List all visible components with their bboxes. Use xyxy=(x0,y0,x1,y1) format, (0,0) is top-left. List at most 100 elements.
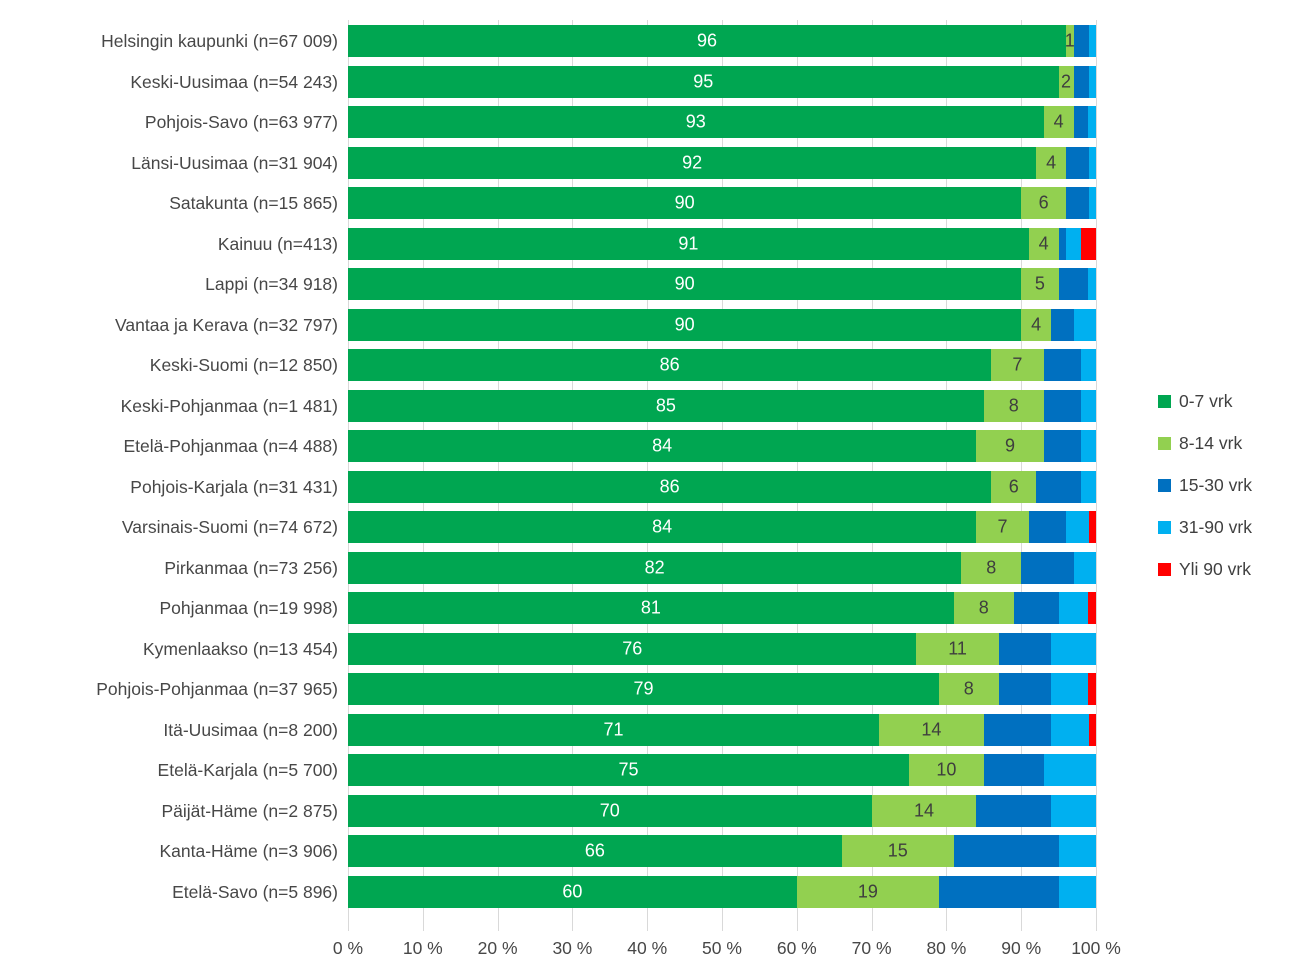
axis-tick-10 xyxy=(422,925,424,931)
bar-segment-31-90-vrk xyxy=(1081,389,1096,422)
bar-segment-8-14-vrk: 7 xyxy=(976,511,1029,543)
bar-segment-15-30-vrk xyxy=(1073,25,1089,57)
bar-row: Kymenlaakso (n=13 454) 76 11 xyxy=(143,632,1096,665)
bar-segment-8-14-vrk: 7 xyxy=(991,349,1044,381)
bar-segment-15-30-vrk xyxy=(983,754,1044,786)
x-axis-label-20: 20 % xyxy=(477,938,518,958)
bar-value-label: 90 xyxy=(674,192,695,213)
bar-segment-0-7-vrk: 82 xyxy=(348,551,962,584)
bar-row: Pohjanmaa (n=19 998) 81 8 xyxy=(159,592,1096,624)
bar-row: Helsingin kaupunki (n=67 009) 96 1 xyxy=(101,25,1096,57)
stacked-bar: 90 4 xyxy=(348,308,1096,341)
chart-legend: 0-7 vrk 8-14 vrk 15-30 vrk 31-90 vrk Yli 90 … xyxy=(1158,388,1252,598)
bar-value-label: 8 xyxy=(963,678,974,699)
legend-item: 0-7 vrk xyxy=(1158,388,1252,415)
bar-segment-0-7-vrk: 90 xyxy=(348,187,1022,219)
bar-segment-yli-90-vrk xyxy=(1081,227,1096,260)
bar-value-label: 86 xyxy=(659,476,680,496)
bar-segment-15-30-vrk xyxy=(1028,511,1067,543)
stacked-bar: 86 7 xyxy=(348,349,1096,381)
bar-value-label: 79 xyxy=(633,678,654,699)
bar-value-label: 4 xyxy=(1031,314,1042,334)
stacked-bar: 85 8 xyxy=(348,389,1096,422)
category-label: Itä-Uusimaa (n=8 200) xyxy=(163,719,338,740)
category-label: Varsinais-Suomi (n=74 672) xyxy=(121,517,338,537)
bar-segment-15-30-vrk xyxy=(1051,308,1074,341)
bar-value-label: 19 xyxy=(857,881,878,901)
bar-segment-15-30-vrk xyxy=(1043,430,1082,462)
bar-segment-8-14-vrk: 9 xyxy=(976,430,1044,462)
legend-item: 31-90 vrk xyxy=(1158,514,1252,541)
bar-segment-15-30-vrk xyxy=(1066,187,1089,219)
bar-segment-15-30-vrk xyxy=(983,713,1052,746)
bar-segment-0-7-vrk: 60 xyxy=(348,875,797,908)
bar-segment-yli-90-vrk xyxy=(1088,511,1096,543)
category-label: Länsi-Uusimaa (n=31 904) xyxy=(131,152,338,173)
bar-segment-8-14-vrk: 8 xyxy=(953,592,1014,624)
bar-row: Etelä-Karjala (n=5 700) 75 10 xyxy=(158,754,1096,786)
bar-segment-31-90-vrk xyxy=(1088,146,1096,179)
stacked-bar: 90 6 xyxy=(348,187,1096,219)
stacked-bar: 91 4 xyxy=(348,227,1096,260)
bar-segment-31-90-vrk xyxy=(1088,268,1096,300)
bar-row: Keski-Uusimaa (n=54 243) 95 2 xyxy=(130,65,1096,98)
category-label: Keski-Suomi (n=12 850) xyxy=(149,355,338,375)
bar-value-label: 15 xyxy=(887,840,908,861)
category-label: Pohjanmaa (n=19 998) xyxy=(159,598,338,618)
category-label: Etelä-Savo (n=5 896) xyxy=(172,881,338,902)
bar-segment-31-90-vrk xyxy=(1058,592,1089,624)
axis-tick-0 xyxy=(348,925,349,931)
bar-value-label: 7 xyxy=(997,516,1008,537)
category-label: Keski-Pohjanmaa (n=1 481) xyxy=(120,395,338,416)
legend-swatch-icon xyxy=(1158,563,1171,576)
bar-value-label: 75 xyxy=(618,759,639,780)
bar-segment-0-7-vrk: 91 xyxy=(348,227,1029,260)
bar-value-label: 6 xyxy=(1008,476,1019,496)
x-axis-label-50: 50 % xyxy=(702,938,742,958)
bar-row: Satakunta (n=15 865) 90 6 xyxy=(169,187,1096,219)
axis-tick-30 xyxy=(572,925,574,931)
bar-value-label: 86 xyxy=(659,354,680,375)
x-axis-label-100: 100 % xyxy=(1071,938,1121,958)
bar-segment-31-90-vrk xyxy=(1073,551,1096,584)
bar-value-label: 71 xyxy=(603,719,624,739)
category-label: Lappi (n=34 918) xyxy=(205,274,338,294)
bar-value-label: 8 xyxy=(1008,395,1019,415)
category-label: Pohjois-Pohjanmaa (n=37 965) xyxy=(96,679,338,699)
bar-segment-15-30-vrk xyxy=(976,794,1052,827)
bar-value-label: 8 xyxy=(978,597,989,618)
bar-segment-15-30-vrk xyxy=(1066,146,1089,179)
category-label: Helsingin kaupunki (n=67 009) xyxy=(101,31,338,51)
bar-segment-15-30-vrk xyxy=(1036,470,1082,503)
bar-segment-0-7-vrk: 76 xyxy=(348,632,917,665)
bar-value-label: 76 xyxy=(622,638,643,658)
bar-segment-0-7-vrk: 79 xyxy=(348,673,939,705)
category-label: Satakunta (n=15 865) xyxy=(169,193,338,213)
bar-row: Kanta-Häme (n=3 906) 66 15 xyxy=(159,835,1096,867)
bar-segment-15-30-vrk xyxy=(1058,227,1067,260)
bar-row: Kainuu (n=413) 91 4 xyxy=(218,227,1096,260)
bar-segment-8-14-vrk: 5 xyxy=(1021,268,1059,300)
bar-value-label: 11 xyxy=(948,638,967,658)
axis-tick-70 xyxy=(871,925,873,931)
legend-item: Yli 90 vrk xyxy=(1158,556,1252,583)
stacked-bar: 70 14 xyxy=(348,794,1096,827)
bar-segment-31-90-vrk xyxy=(1051,673,1089,705)
bar-value-label: 90 xyxy=(674,273,695,294)
x-axis-label-0: 0 % xyxy=(332,938,364,958)
stacked-bar: 71 14 xyxy=(348,713,1096,746)
bar-value-label: 92 xyxy=(682,152,703,172)
bar-segment-31-90-vrk xyxy=(1066,511,1089,543)
legend-swatch-icon xyxy=(1158,479,1171,492)
bar-segment-yli-90-vrk xyxy=(1088,713,1096,746)
category-label: Pohjois-Savo (n=63 977) xyxy=(144,112,338,132)
axis-tick-50 xyxy=(722,925,723,931)
bar-segment-31-90-vrk xyxy=(1058,875,1096,908)
bar-value-label: 14 xyxy=(913,800,934,820)
bar-value-label: 84 xyxy=(652,435,673,456)
legend-swatch-icon xyxy=(1158,395,1171,408)
bar-segment-15-30-vrk xyxy=(1013,592,1059,624)
bar-value-label: 14 xyxy=(921,719,942,739)
bar-segment-31-90-vrk xyxy=(1088,187,1096,219)
